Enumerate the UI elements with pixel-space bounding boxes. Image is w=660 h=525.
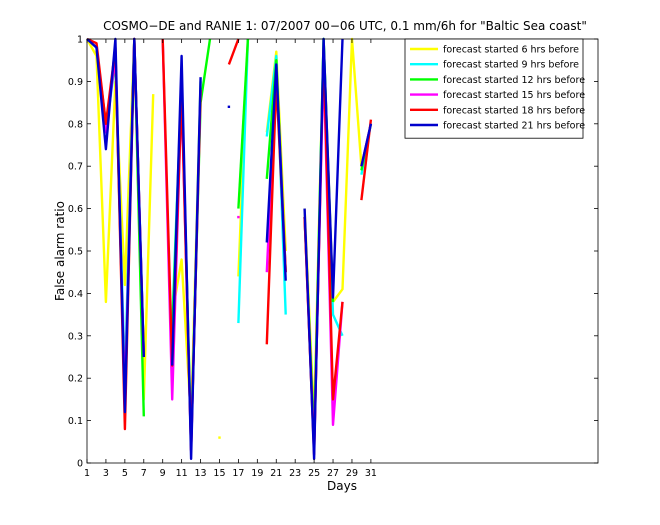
legend-label: forecast started 9 hrs before xyxy=(443,60,579,71)
x-tick-label: 5 xyxy=(122,468,128,479)
legend-label: forecast started 15 hrs before xyxy=(443,90,585,101)
x-axis: 1 3 5 7 9 11 13 15 17 19 21 23 25 27 29 31 xyxy=(84,39,377,479)
y-tick-label: 0.5 xyxy=(68,247,83,258)
x-tick-label: 29 xyxy=(346,468,358,479)
x-tick-label: 27 xyxy=(327,468,339,479)
x-tick-label: 19 xyxy=(251,468,263,479)
x-tick-label: 23 xyxy=(289,468,301,479)
y-tick-label: 0.8 xyxy=(68,119,83,130)
legend-label: forecast started 21 hrs before xyxy=(443,121,585,132)
y-axis: 0 0.1 0.2 0.3 0.4 0.5 0.6 0.7 0.8 0.9 1 xyxy=(68,35,598,470)
y-tick-label: 0.7 xyxy=(68,162,83,173)
series-line xyxy=(360,123,373,167)
y-tick-label: 1 xyxy=(77,35,83,46)
legend-box xyxy=(404,38,584,139)
series-layer xyxy=(85,37,373,460)
chart-title: COSMO−DE and RANIE 1: 07/2007 00−06 UTC,… xyxy=(103,19,587,33)
x-tick-label: 17 xyxy=(232,468,244,479)
series-line xyxy=(227,38,240,65)
data-point xyxy=(227,105,231,108)
series-line xyxy=(237,38,250,209)
x-tick-label: 1 xyxy=(84,468,90,479)
data-point xyxy=(237,215,240,219)
y-axis-label: False alarm ratio xyxy=(53,201,67,301)
series-line xyxy=(303,59,344,452)
x-tick-label: 3 xyxy=(103,468,109,479)
legend: forecast started 6 hrs before forecast st… xyxy=(404,38,585,139)
series-line xyxy=(265,63,287,281)
x-tick-label: 11 xyxy=(176,468,188,479)
x-axis-label: Days xyxy=(327,479,357,493)
data-point xyxy=(218,436,221,439)
x-tick-label: 13 xyxy=(195,468,207,479)
y-tick-label: 0 xyxy=(77,459,83,470)
y-tick-label: 0.1 xyxy=(68,416,83,427)
x-tick-label: 25 xyxy=(308,468,320,479)
legend-label: forecast started 18 hrs before xyxy=(443,105,585,116)
y-tick-label: 0.9 xyxy=(68,77,83,88)
y-tick-label: 0.3 xyxy=(68,331,83,342)
x-tick-label: 9 xyxy=(160,468,166,479)
legend-label: forecast started 12 hrs before xyxy=(443,75,585,86)
x-tick-label: 31 xyxy=(365,468,377,479)
legend-label: forecast started 6 hrs before xyxy=(443,45,579,56)
x-tick-label: 21 xyxy=(270,468,282,479)
y-tick-label: 0.2 xyxy=(68,374,83,385)
series-line xyxy=(171,54,202,460)
y-tick-label: 0.6 xyxy=(68,204,83,215)
x-tick-label: 15 xyxy=(213,468,225,479)
x-tick-label: 7 xyxy=(141,468,147,479)
y-tick-label: 0.4 xyxy=(68,289,83,300)
